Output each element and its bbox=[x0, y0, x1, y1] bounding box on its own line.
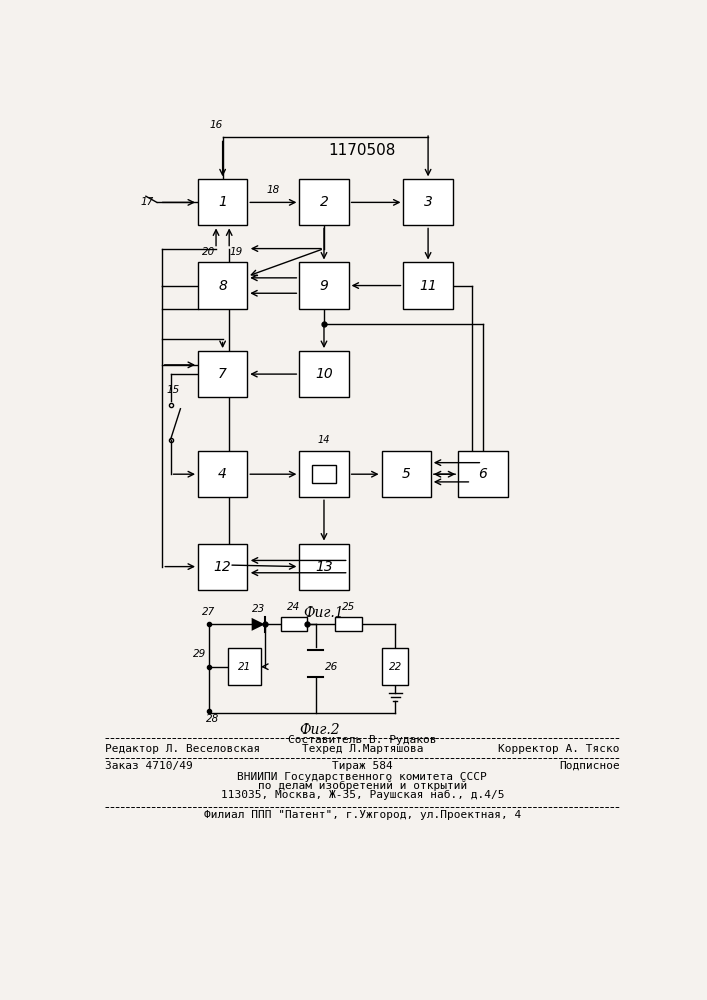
Bar bbox=[458, 451, 508, 497]
Text: по делам изобретений и открытий: по делам изобретений и открытий bbox=[258, 781, 467, 791]
Text: 28: 28 bbox=[206, 714, 219, 724]
Polygon shape bbox=[252, 618, 265, 631]
Text: Подписное: Подписное bbox=[559, 761, 620, 771]
Text: 18: 18 bbox=[267, 185, 280, 195]
Bar bbox=[198, 351, 247, 397]
Text: 4: 4 bbox=[218, 467, 227, 481]
Text: 25: 25 bbox=[342, 602, 355, 612]
Text: 16: 16 bbox=[209, 120, 223, 130]
Bar bbox=[198, 262, 247, 309]
Text: 10: 10 bbox=[315, 367, 333, 381]
Bar bbox=[198, 451, 247, 497]
Text: 9: 9 bbox=[320, 279, 329, 293]
Text: 8: 8 bbox=[218, 279, 227, 293]
Text: 113035, Москва, Ж-35, Раушская наб., д.4/5: 113035, Москва, Ж-35, Раушская наб., д.4… bbox=[221, 790, 504, 800]
Text: 14: 14 bbox=[315, 467, 333, 481]
Bar bbox=[299, 179, 349, 225]
Text: Составитель В. Рудаков: Составитель В. Рудаков bbox=[288, 735, 437, 745]
Text: 1170508: 1170508 bbox=[329, 143, 396, 158]
Bar bbox=[299, 351, 349, 397]
Text: 1: 1 bbox=[218, 195, 227, 209]
Text: Тираж 584: Тираж 584 bbox=[332, 761, 392, 771]
Text: Корректор А. Тяско: Корректор А. Тяско bbox=[498, 744, 620, 754]
Text: 17: 17 bbox=[141, 197, 154, 207]
Text: 21: 21 bbox=[238, 662, 251, 672]
Text: 23: 23 bbox=[252, 604, 265, 614]
Text: 6: 6 bbox=[479, 467, 487, 481]
Text: Филиал ППП "Патент", г.Ужгород, ул.Проектная, 4: Филиал ППП "Патент", г.Ужгород, ул.Проек… bbox=[204, 810, 521, 820]
Text: 26: 26 bbox=[325, 662, 338, 672]
Bar bbox=[281, 617, 307, 631]
Bar bbox=[198, 179, 247, 225]
Text: ВНИИПИ Государственного комитета СССР: ВНИИПИ Государственного комитета СССР bbox=[238, 772, 487, 782]
Text: 14: 14 bbox=[317, 435, 330, 445]
Text: 3: 3 bbox=[423, 195, 433, 209]
Text: 19: 19 bbox=[229, 247, 243, 257]
Text: 27: 27 bbox=[202, 607, 216, 617]
Text: Фиг.1: Фиг.1 bbox=[304, 606, 344, 620]
Bar bbox=[404, 179, 452, 225]
Bar bbox=[228, 648, 261, 685]
Bar bbox=[299, 451, 349, 497]
Text: Заказ 4710/49: Заказ 4710/49 bbox=[105, 761, 192, 771]
Text: Фиг.2: Фиг.2 bbox=[300, 723, 340, 737]
Bar bbox=[382, 451, 431, 497]
Text: Техред Л.Мартяшова: Техред Л.Мартяшова bbox=[302, 744, 423, 754]
Text: 20: 20 bbox=[202, 247, 216, 257]
Text: 24: 24 bbox=[287, 602, 300, 612]
Text: 5: 5 bbox=[402, 467, 411, 481]
Bar bbox=[299, 262, 349, 309]
Text: 12: 12 bbox=[214, 560, 231, 574]
Bar bbox=[382, 648, 409, 685]
Text: Редактор Л. Веселовская: Редактор Л. Веселовская bbox=[105, 744, 260, 754]
Text: 29: 29 bbox=[193, 649, 206, 659]
Bar bbox=[336, 617, 362, 631]
Bar bbox=[404, 262, 452, 309]
Text: 2: 2 bbox=[320, 195, 329, 209]
Text: 13: 13 bbox=[315, 560, 333, 574]
Text: 15: 15 bbox=[167, 385, 180, 395]
Text: 11: 11 bbox=[419, 279, 437, 293]
Bar bbox=[312, 465, 337, 483]
Text: 22: 22 bbox=[389, 662, 402, 672]
Bar bbox=[198, 544, 247, 590]
Bar bbox=[299, 544, 349, 590]
Text: 7: 7 bbox=[218, 367, 227, 381]
